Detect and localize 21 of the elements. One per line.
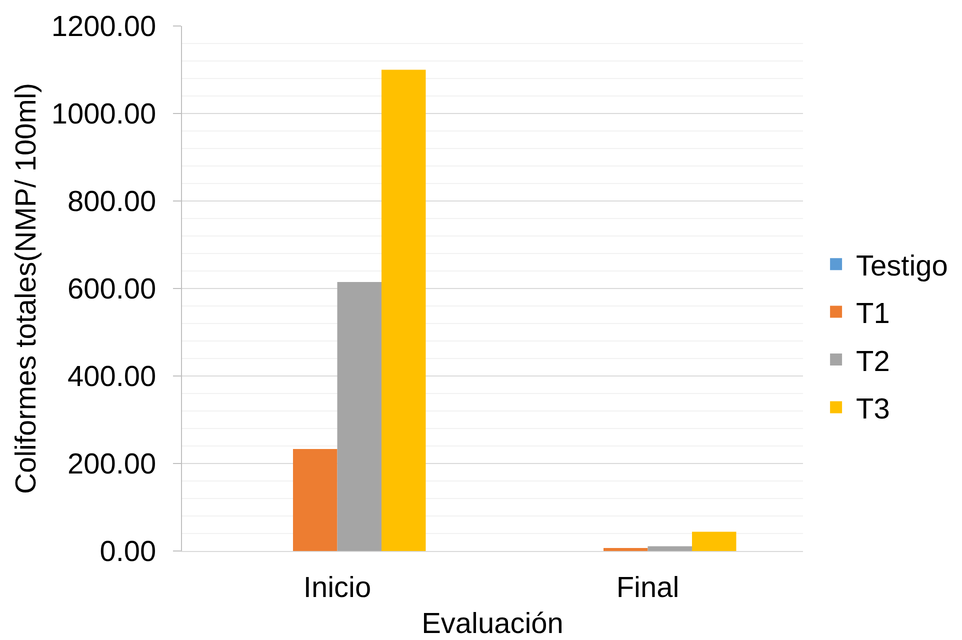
x-tick-label: Inicio <box>303 572 372 604</box>
y-tick-label: 200.00 <box>67 448 156 481</box>
legend-label: Testigo <box>856 250 948 282</box>
x-tick-label: Final <box>616 572 680 604</box>
y-tick-label: 400.00 <box>67 361 156 394</box>
bar <box>648 546 692 551</box>
y-tick-label: 1200.00 <box>51 11 156 44</box>
bar <box>337 282 382 551</box>
legend-label: T3 <box>856 394 890 426</box>
legend-label: T2 <box>856 346 890 378</box>
bar <box>382 70 426 551</box>
bar <box>692 532 736 551</box>
y-tick-label: 0.00 <box>100 536 156 568</box>
y-tick-label: 1000.00 <box>51 98 156 131</box>
y-tick-label: 600.00 <box>67 274 156 306</box>
x-axis-title: Evaluación <box>422 608 564 640</box>
bar <box>293 449 338 551</box>
legend-label: T1 <box>856 298 890 330</box>
y-tick-label: 800.00 <box>67 186 156 218</box>
y-axis-title: Coliformes totales(NMP/ 100ml) <box>10 83 43 494</box>
bar <box>604 548 648 551</box>
